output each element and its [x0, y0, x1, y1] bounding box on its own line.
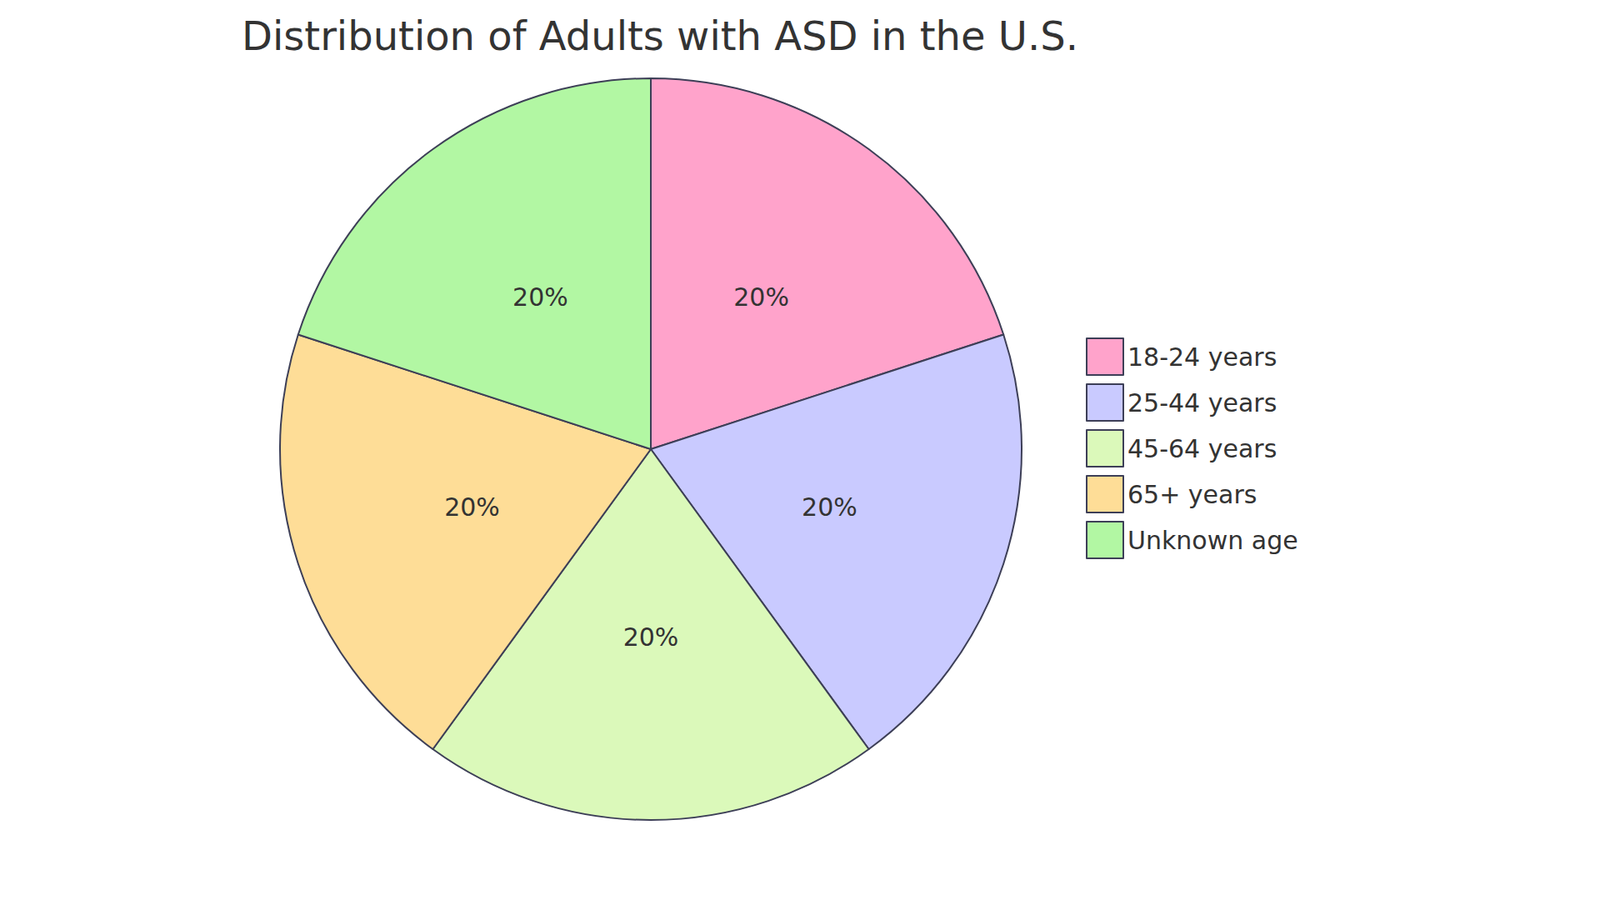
svg-text:20%: 20%	[733, 282, 790, 312]
svg-text:Unknown age: Unknown age	[1127, 525, 1299, 555]
svg-text:Distribution of Adults with AS: Distribution of Adults with ASD in the U…	[241, 12, 1079, 60]
svg-text:18-24 years: 18-24 years	[1127, 342, 1277, 372]
svg-text:20%: 20%	[623, 622, 680, 652]
svg-text:65+ years: 65+ years	[1127, 480, 1257, 510]
svg-text:20%: 20%	[801, 492, 858, 522]
svg-text:25-44 years: 25-44 years	[1127, 388, 1277, 418]
svg-text:20%: 20%	[444, 492, 500, 522]
svg-text:45-64 years: 45-64 years	[1127, 434, 1277, 464]
svg-text:20%: 20%	[512, 282, 569, 312]
